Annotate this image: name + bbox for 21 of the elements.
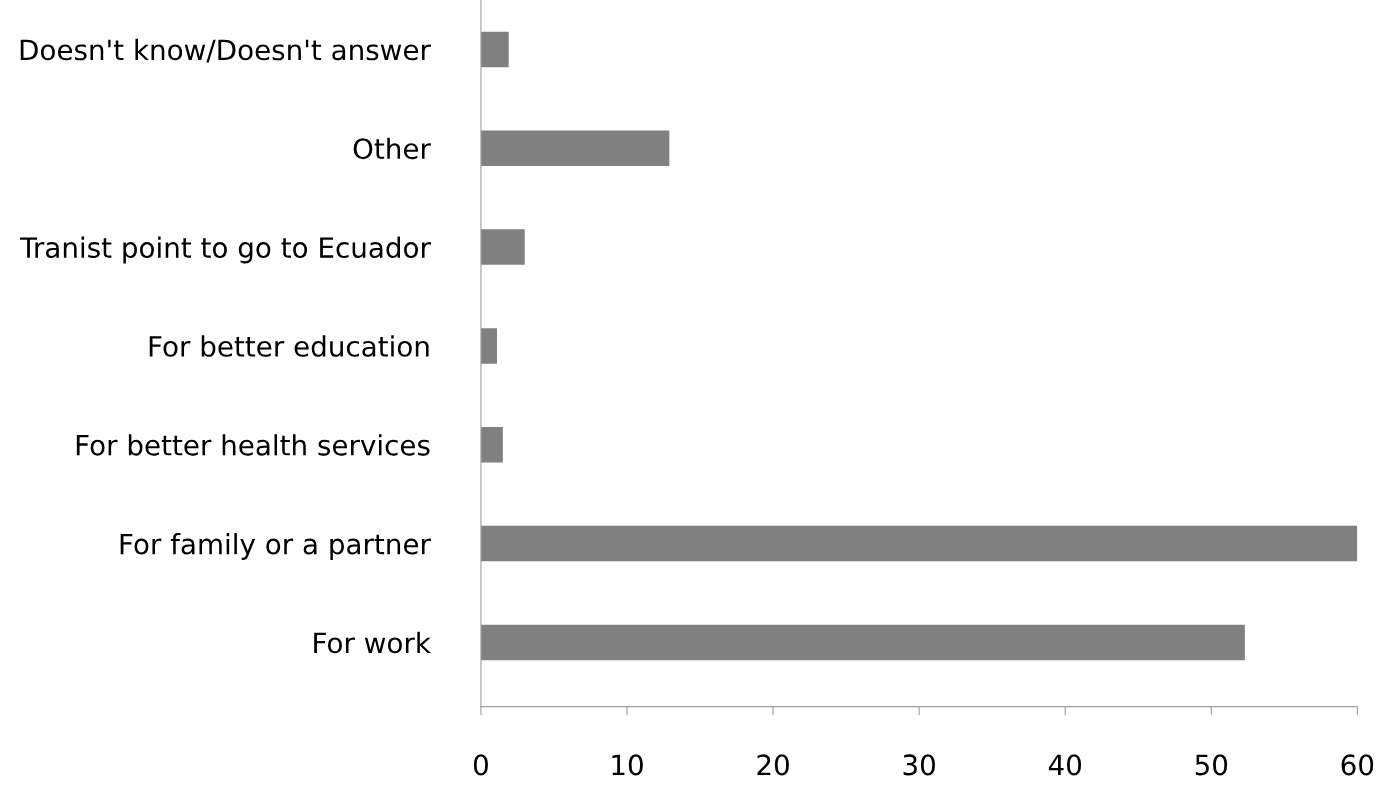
bar <box>480 31 509 68</box>
y-tick-label: For better education <box>149 335 429 357</box>
y-tick-label: Other <box>353 137 431 160</box>
bar <box>480 624 1245 661</box>
x-tick-label: 0 <box>473 754 488 776</box>
y-tick-label: For better health services <box>76 434 430 456</box>
y-tick-label: Doesn't know/Doesn't answer <box>20 38 431 63</box>
x-tick-label: 30 <box>903 754 935 776</box>
bar <box>480 130 670 167</box>
bar <box>480 426 503 463</box>
y-tick-label: For family or a partner <box>120 533 431 560</box>
bar <box>480 525 1358 562</box>
bar <box>480 229 525 265</box>
x-tick-label: 20 <box>757 754 789 776</box>
y-tick-label: Tranist point to go to Ecuador <box>19 236 431 264</box>
x-tick-label: 60 <box>1341 754 1374 776</box>
x-tick-label: 10 <box>612 754 643 776</box>
x-tick-label: 50 <box>1195 754 1228 776</box>
y-tick-label: For work <box>314 631 431 654</box>
x-tick-label: 40 <box>1048 754 1082 776</box>
bar <box>480 328 497 364</box>
